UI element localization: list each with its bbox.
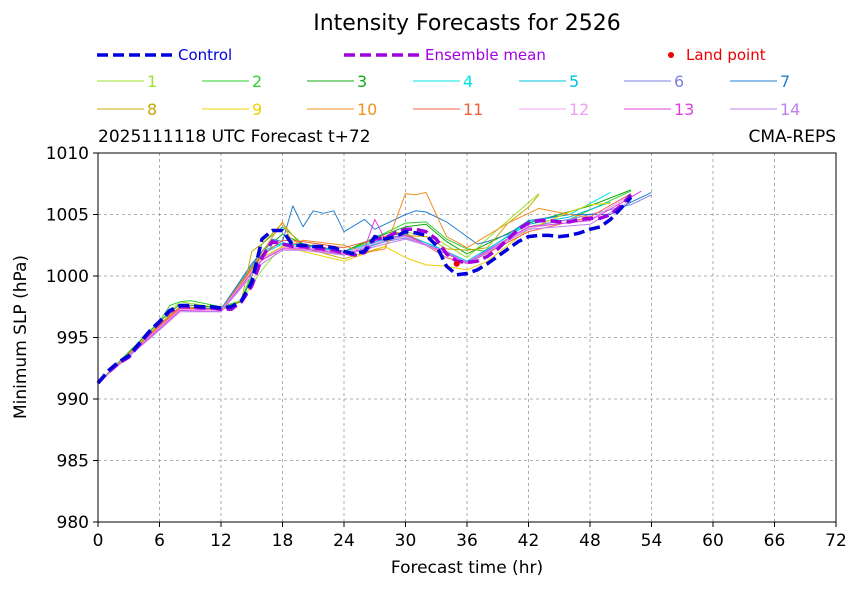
legend-member-11-label: 11	[463, 100, 483, 119]
legend-member-3-label: 3	[357, 72, 367, 91]
legend-member-10-label: 10	[357, 100, 377, 119]
legend-member-14-label: 14	[780, 100, 800, 119]
x-tick-label: 6	[154, 531, 165, 551]
legend-member-7-label: 7	[780, 72, 790, 91]
x-tick-label: 0	[93, 531, 104, 551]
legend-mean-label: Ensemble mean	[425, 46, 546, 64]
forecast-init-label: 2025111118 UTC Forecast t+72	[98, 127, 371, 147]
legend-member-6-label: 6	[674, 72, 684, 91]
x-tick-label: 54	[641, 531, 663, 551]
x-tick-label: 18	[272, 531, 294, 551]
y-tick-label: 995	[57, 329, 89, 349]
x-tick-label: 42	[518, 531, 540, 551]
control-line	[96, 196, 633, 385]
legend-member-2-label: 2	[252, 72, 262, 91]
member-14-line	[97, 200, 632, 384]
y-tick-label: 1010	[46, 144, 89, 164]
axes: 0 6 12 18 24 30 36 42 48 54 60 66 72 980 985 990 995 1000…	[46, 144, 847, 551]
legend-member-8-label: 8	[147, 100, 157, 119]
chart-title: Intensity Forecasts for 2526	[313, 11, 621, 36]
x-tick-label: 36	[456, 531, 478, 551]
legend-land-label: Land point	[686, 46, 766, 64]
x-tick-label: 72	[825, 531, 847, 551]
y-tick-label: 980	[57, 513, 89, 533]
land-point-marker	[453, 260, 460, 267]
y-tick-label: 1005	[46, 206, 89, 226]
legend-control-label: Control	[178, 46, 232, 64]
y-tick-label: 990	[57, 390, 89, 410]
grid	[98, 153, 836, 522]
legend-member-12-label: 12	[569, 100, 589, 119]
member-11-line	[97, 193, 632, 384]
legend-member-9-label: 9	[252, 100, 262, 119]
x-tick-label: 66	[764, 531, 786, 551]
x-tick-label: 60	[702, 531, 724, 551]
legend-member-1-label: 1	[147, 72, 157, 91]
y-tick-label: 1000	[46, 267, 89, 287]
x-tick-label: 24	[333, 531, 355, 551]
x-tick-label: 48	[579, 531, 601, 551]
x-tick-label: 12	[210, 531, 232, 551]
x-tick-label: 30	[395, 531, 417, 551]
model-label: CMA-REPS	[748, 127, 836, 147]
legend-member-4-label: 4	[463, 72, 473, 91]
legend-land-marker	[668, 52, 674, 58]
series-layer	[96, 189, 652, 385]
legend-member-13-label: 13	[674, 100, 694, 119]
y-axis-label: Minimum SLP (hPa)	[11, 255, 31, 419]
y-tick-label: 985	[57, 452, 89, 472]
legend-member-5-label: 5	[569, 72, 579, 91]
x-axis-label: Forecast time (hr)	[391, 558, 543, 578]
member-legend: 1 2 3 4 5 6 78 9 10 11 12 13 14	[97, 72, 800, 119]
